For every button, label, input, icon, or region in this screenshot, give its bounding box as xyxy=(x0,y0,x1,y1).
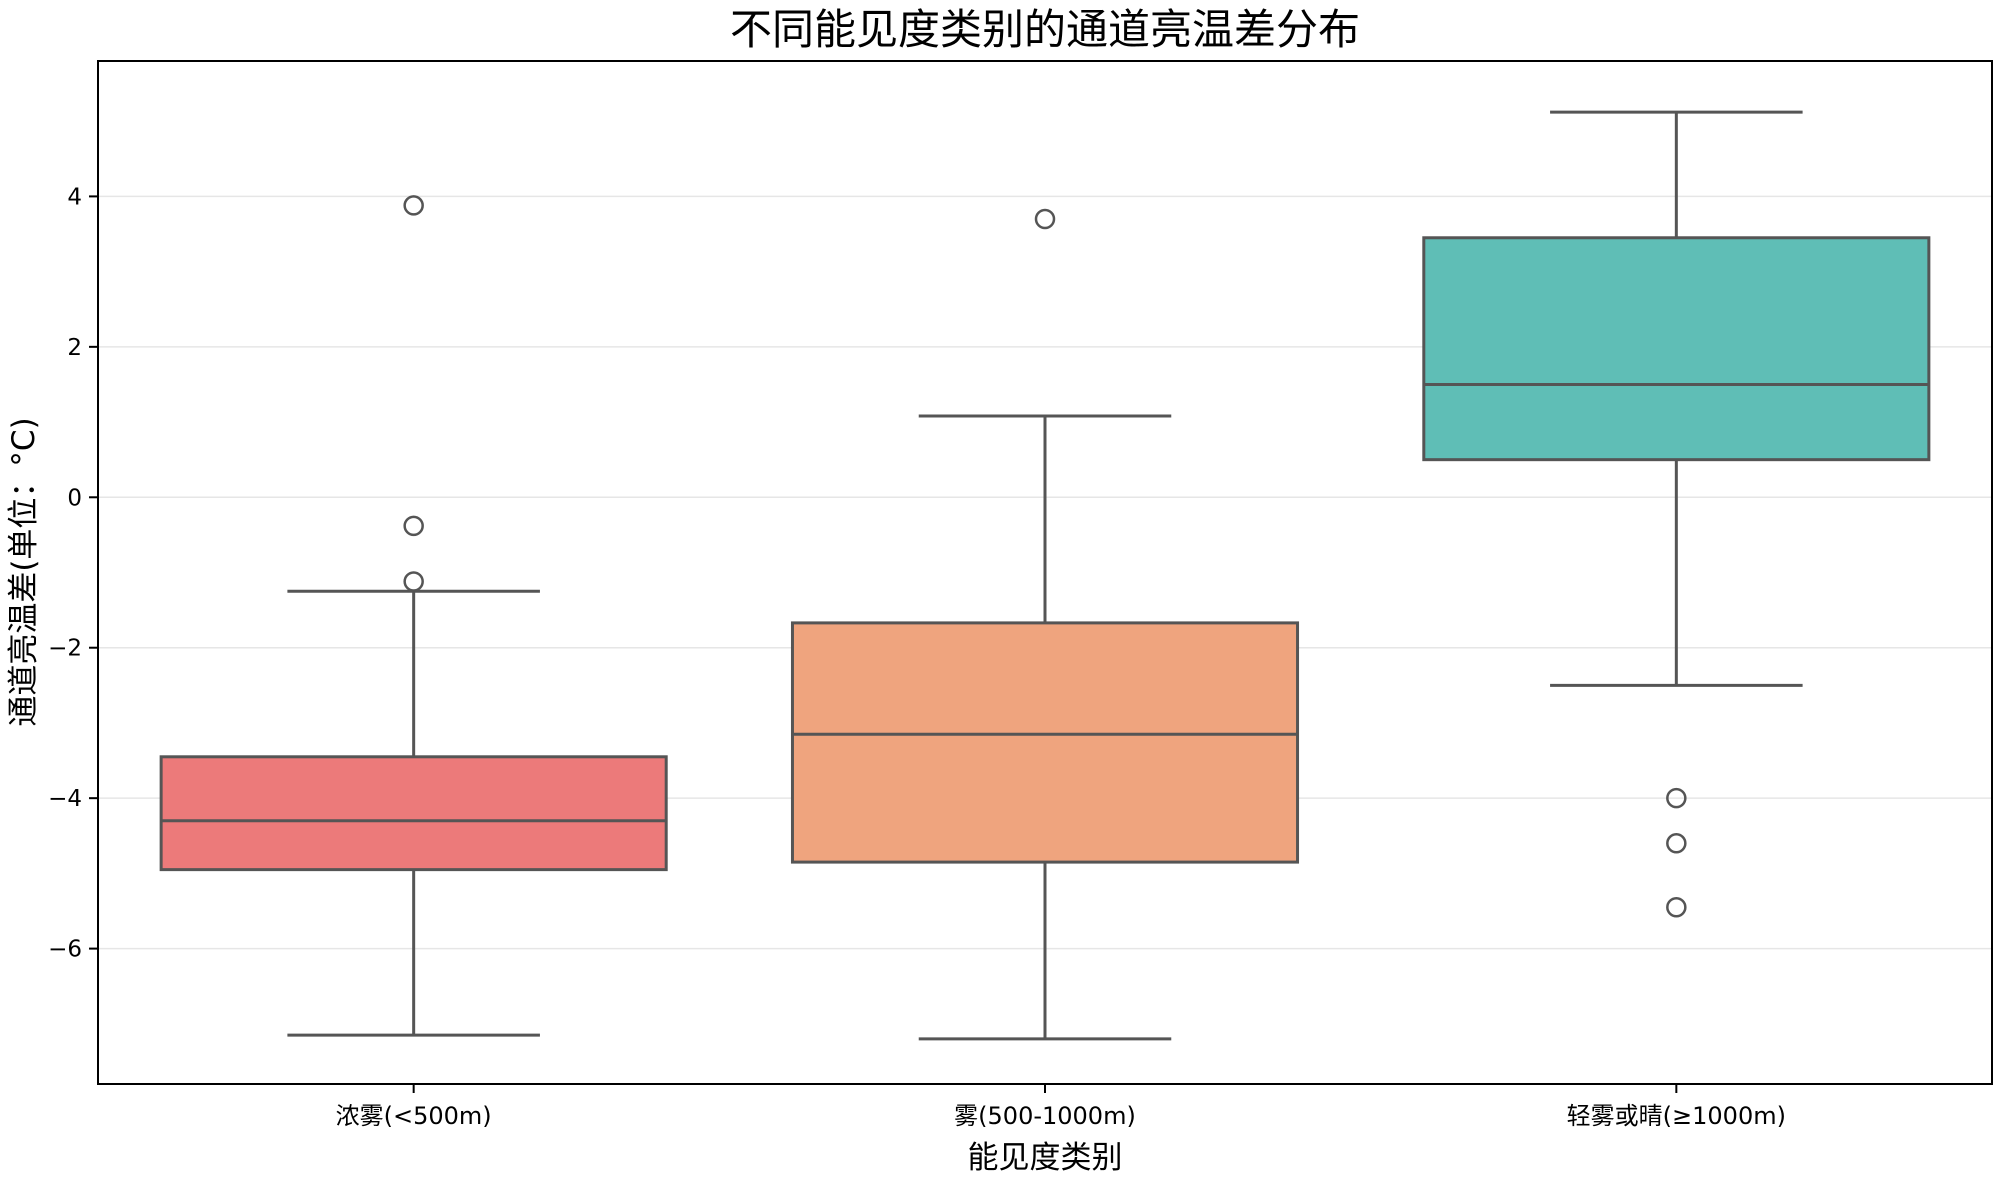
y-tick-label: −2 xyxy=(48,636,82,662)
y-tick-label: 0 xyxy=(67,485,82,511)
chart-title: 不同能见度类别的通道亮温差分布 xyxy=(730,5,1360,54)
x-tick-label: 雾(500-1000m) xyxy=(954,1102,1136,1130)
boxes xyxy=(159,110,1931,1041)
y-tick-label: 2 xyxy=(67,335,82,361)
outlier-point xyxy=(403,195,424,216)
box-group xyxy=(1422,110,1931,918)
y-tick-label: −6 xyxy=(48,937,82,963)
x-tick-label: 浓雾(<500m) xyxy=(336,1102,492,1130)
box-body xyxy=(790,621,1300,864)
outlier-point xyxy=(403,571,424,592)
y-axis-ticks: −6 −4 −2 0 2 4 xyxy=(48,184,98,963)
box-body xyxy=(1422,236,1931,462)
x-axis-label: 能见度类别 xyxy=(968,1140,1123,1176)
box-group xyxy=(790,208,1300,1041)
x-axis-ticks: 浓雾(<500m) 雾(500-1000m) 轻雾或晴(≥1000m) xyxy=(336,1084,1786,1130)
box-group xyxy=(159,195,668,1037)
x-tick-label: 轻雾或晴(≥1000m) xyxy=(1567,1102,1786,1130)
outlier-point xyxy=(1034,208,1056,230)
outlier-point xyxy=(1666,787,1687,809)
outlier-point xyxy=(1666,896,1687,918)
box-body xyxy=(159,755,668,872)
y-tick-label: −4 xyxy=(48,786,82,812)
y-tick-label: 4 xyxy=(67,184,82,210)
outlier-point xyxy=(1666,833,1687,854)
y-axis-label: 通道亮温差(单位：°C) xyxy=(6,417,42,726)
outlier-point xyxy=(403,515,424,537)
